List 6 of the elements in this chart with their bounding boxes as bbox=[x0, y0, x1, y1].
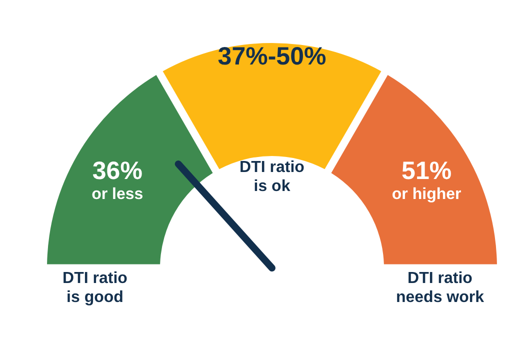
text: DTI ratio is ok bbox=[240, 159, 305, 195]
slice-label: 36% or less bbox=[92, 156, 144, 203]
slice-label: 37%-50% bbox=[218, 42, 326, 70]
text: DTI ratio needs work bbox=[396, 270, 484, 306]
text: DTI ratio is good bbox=[62, 270, 128, 306]
slice-label: 51% or higher bbox=[392, 156, 462, 203]
